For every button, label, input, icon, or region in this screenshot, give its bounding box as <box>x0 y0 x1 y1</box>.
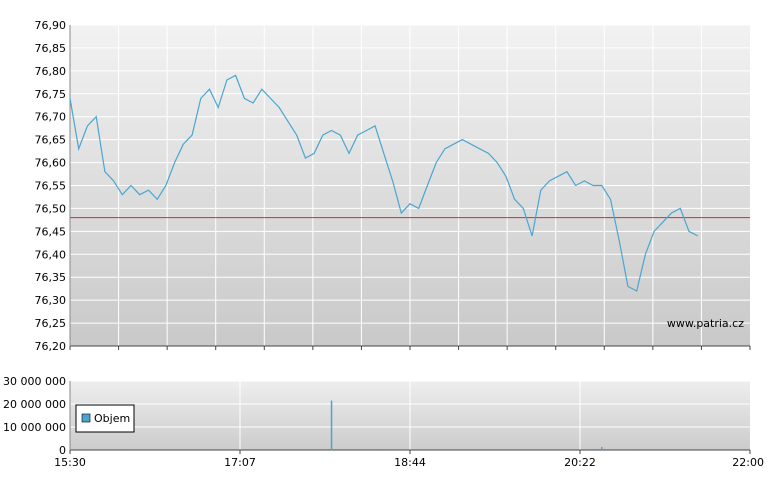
price-y-tick-label: 76,45 <box>35 225 67 238</box>
volume-y-tick-label: 30 000 000 <box>3 375 66 388</box>
volume-y-tick-label: 0 <box>59 444 66 457</box>
legend-swatch <box>81 413 91 423</box>
volume-legend: Objem <box>75 404 135 433</box>
price-y-tick-label: 76,60 <box>35 157 67 170</box>
x-tick-label: 15:30 <box>54 456 86 469</box>
volume-y-tick-label: 20 000 000 <box>3 398 66 411</box>
price-y-tick-label: 76,30 <box>35 294 67 307</box>
price-y-tick-label: 76,55 <box>35 180 67 193</box>
price-y-tick-label: 76,80 <box>35 65 67 78</box>
price-y-tick-label: 76,70 <box>35 111 67 124</box>
price-y-tick-label: 76,90 <box>35 19 67 32</box>
volume-bar <box>330 400 333 450</box>
x-tick-label: 17:07 <box>224 456 256 469</box>
x-tick-label: 18:44 <box>394 456 426 469</box>
volume-bars <box>330 400 603 450</box>
price-y-axis: 76,90 76,85 76,80 76,75 76,70 76,65 76,60 76,55… <box>35 19 67 353</box>
price-y-tick-label: 76,65 <box>35 134 67 147</box>
volume-y-tick-label: 10 000 000 <box>3 421 66 434</box>
x-tick-label: 22:00 <box>732 456 764 469</box>
price-y-tick-label: 76,20 <box>35 340 67 353</box>
x-tick-label: 20:22 <box>564 456 596 469</box>
price-x-tickmarks <box>69 346 751 350</box>
price-y-tick-label: 76,35 <box>35 271 67 284</box>
volume-bar <box>601 447 603 450</box>
price-y-tick-label: 76,40 <box>35 248 67 261</box>
price-y-tick-label: 76,25 <box>35 317 67 330</box>
price-y-tick-label: 76,50 <box>35 202 67 215</box>
price-series-line <box>69 74 698 292</box>
x-axis-labels: 15:30 17:07 18:44 20:22 22:00 <box>54 450 764 469</box>
price-y-tick-label: 76,85 <box>35 42 67 55</box>
legend-label: Objem <box>94 412 130 425</box>
watermark: www.patria.cz <box>667 317 744 330</box>
price-y-tick-label: 76,75 <box>35 88 67 101</box>
volume-y-axis: 30 000 000 20 000 000 10 000 000 0 <box>3 375 66 457</box>
